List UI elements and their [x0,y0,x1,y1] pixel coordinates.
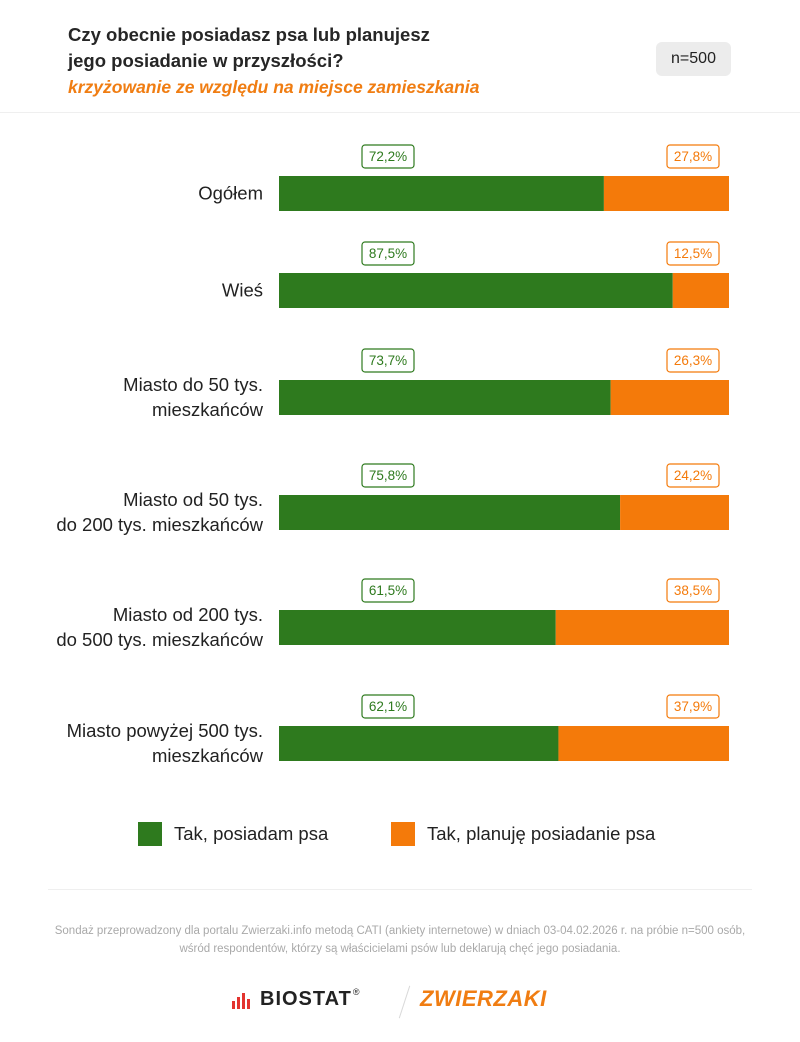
data-label-plans-dog: 27,8% [674,149,712,164]
logo-divider [398,985,411,1019]
data-label-owns-dog: 61,5% [369,583,407,598]
header-divider [0,112,800,113]
data-label-box-plans-dog [666,463,720,488]
data-label-box-plans-dog [666,241,720,266]
data-label-box-owns-dog [361,578,415,603]
data-label-owns-dog: 87,5% [369,246,407,261]
data-label-box-plans-dog [666,694,720,719]
bar-plans-dog [558,726,729,761]
chart-header: Czy obecnie posiadasz psa lub planujesz … [68,22,628,100]
data-label-plans-dog: 37,9% [674,699,712,714]
footnote-line-1: Sondaż przeprowadzony dla portalu Zwierz… [54,925,746,937]
data-label-owns-dog: 75,8% [369,468,407,483]
category-label: mieszkańców [152,399,264,420]
category-label: Ogółem [198,183,263,204]
data-label-box-owns-dog [361,144,415,169]
data-label-box-plans-dog [666,144,720,169]
bar-plans-dog [620,495,729,530]
chart-title-line-2: jego posiadanie w przyszłości? [68,50,344,71]
data-label-box-owns-dog [361,463,415,488]
data-label-owns-dog: 72,2% [369,149,407,164]
legend-item-plans-dog: Tak, planuję posiadanie psa [391,822,655,846]
logos-footer: BIOSTAT ® ZWIERZAKI [0,985,800,1021]
data-label-plans-dog: 24,2% [674,468,712,483]
zwierzaki-logo: ZWIERZAKI [420,986,547,1011]
data-label-owns-dog: 73,7% [369,353,407,368]
data-label-box-plans-dog [666,348,720,373]
data-label-owns-dog: 62,1% [369,699,407,714]
bar-plans-dog [610,380,729,415]
sample-size-badge: n=500 [656,42,731,76]
chart-subtitle: krzyżowanie ze względu na miejsce zamies… [68,77,480,97]
footer-divider [48,889,752,890]
biostat-bars-icon [232,992,250,1009]
chart-legend: Tak, posiadam psa Tak, planuję posiadani… [0,822,800,848]
category-label: Miasto od 200 tys. [113,604,263,625]
data-label-plans-dog: 12,5% [674,246,712,261]
bar-plans-dog [555,610,729,645]
bar-owns-dog [279,380,611,415]
bar-owns-dog [279,176,604,211]
data-label-box-owns-dog [361,694,415,719]
footnote-line-2: wśród respondentów, którzy są właściciel… [179,943,621,955]
category-label: Miasto powyżej 500 tys. [67,720,263,741]
biostat-logo: BIOSTAT ® [232,986,360,1011]
bar-owns-dog [279,273,673,308]
category-label: do 500 tys. mieszkańców [56,629,263,650]
biostat-registered-mark: ® [352,986,360,997]
category-label: Miasto od 50 tys. [123,489,263,510]
bar-owns-dog [279,495,621,530]
bar-plans-dog [672,273,729,308]
bar-owns-dog [279,610,556,645]
data-label-plans-dog: 26,3% [674,353,712,368]
data-label-box-owns-dog [361,241,415,266]
bar-owns-dog [279,726,559,761]
legend-swatch-owns-dog [138,822,162,846]
legend-item-owns-dog: Tak, posiadam psa [138,822,328,846]
category-label: Wieś [222,280,263,301]
data-label-box-owns-dog [361,348,415,373]
chart-title-line-1: Czy obecnie posiadasz psa lub planujesz [68,24,430,45]
category-label: do 200 tys. mieszkańców [56,514,263,535]
bar-plans-dog [603,176,729,211]
biostat-logo-text: BIOSTAT [260,988,352,1010]
stacked-bar-chart: Ogółem 72,2% 27,8% Wieś 87,5% 12,5% Miasto do … [56,144,729,766]
survey-footnote: Sondaż przeprowadzony dla portalu Zwierz… [40,922,760,958]
data-label-plans-dog: 38,5% [674,583,712,598]
data-label-box-plans-dog [666,578,720,603]
category-label: Miasto do 50 tys. [123,374,263,395]
legend-label-plans-dog: Tak, planuję posiadanie psa [427,823,656,844]
category-label: mieszkańców [152,745,264,766]
legend-swatch-plans-dog [391,822,415,846]
legend-label-owns-dog: Tak, posiadam psa [174,823,329,844]
